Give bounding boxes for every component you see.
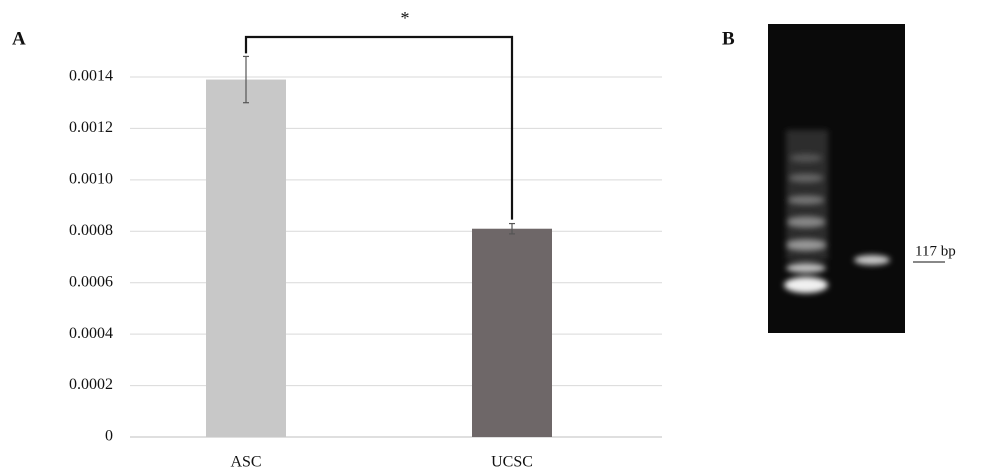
bar <box>472 229 552 437</box>
figure: A * B 117 bp 0 0.0002 0.0004 0.0006 0.0008 0.… <box>0 0 982 474</box>
y-tick-label: 0.0010 <box>69 171 113 188</box>
band-label: 117 bp <box>915 243 956 259</box>
page: {"chart_data": {"type": "bar", "panel_la… <box>0 0 982 474</box>
x-tick-label: ASC <box>230 454 261 471</box>
y-tick-label: 0.0002 <box>69 376 113 393</box>
panel-label: B <box>722 28 735 49</box>
y-tick-label: 0.0012 <box>69 119 113 136</box>
y-tick-label: 0.0004 <box>69 325 113 342</box>
panel-label: A <box>12 28 26 49</box>
y-tick-label: 0.0014 <box>69 68 113 85</box>
bar <box>206 80 286 437</box>
y-tick-label: 0 <box>105 428 113 445</box>
significance-star: * <box>401 8 410 28</box>
y-tick-label: 0.0006 <box>69 273 113 290</box>
y-tick-label: 0.0008 <box>69 222 113 239</box>
x-tick-label: UCSC <box>491 454 533 471</box>
gel-image <box>768 24 905 333</box>
